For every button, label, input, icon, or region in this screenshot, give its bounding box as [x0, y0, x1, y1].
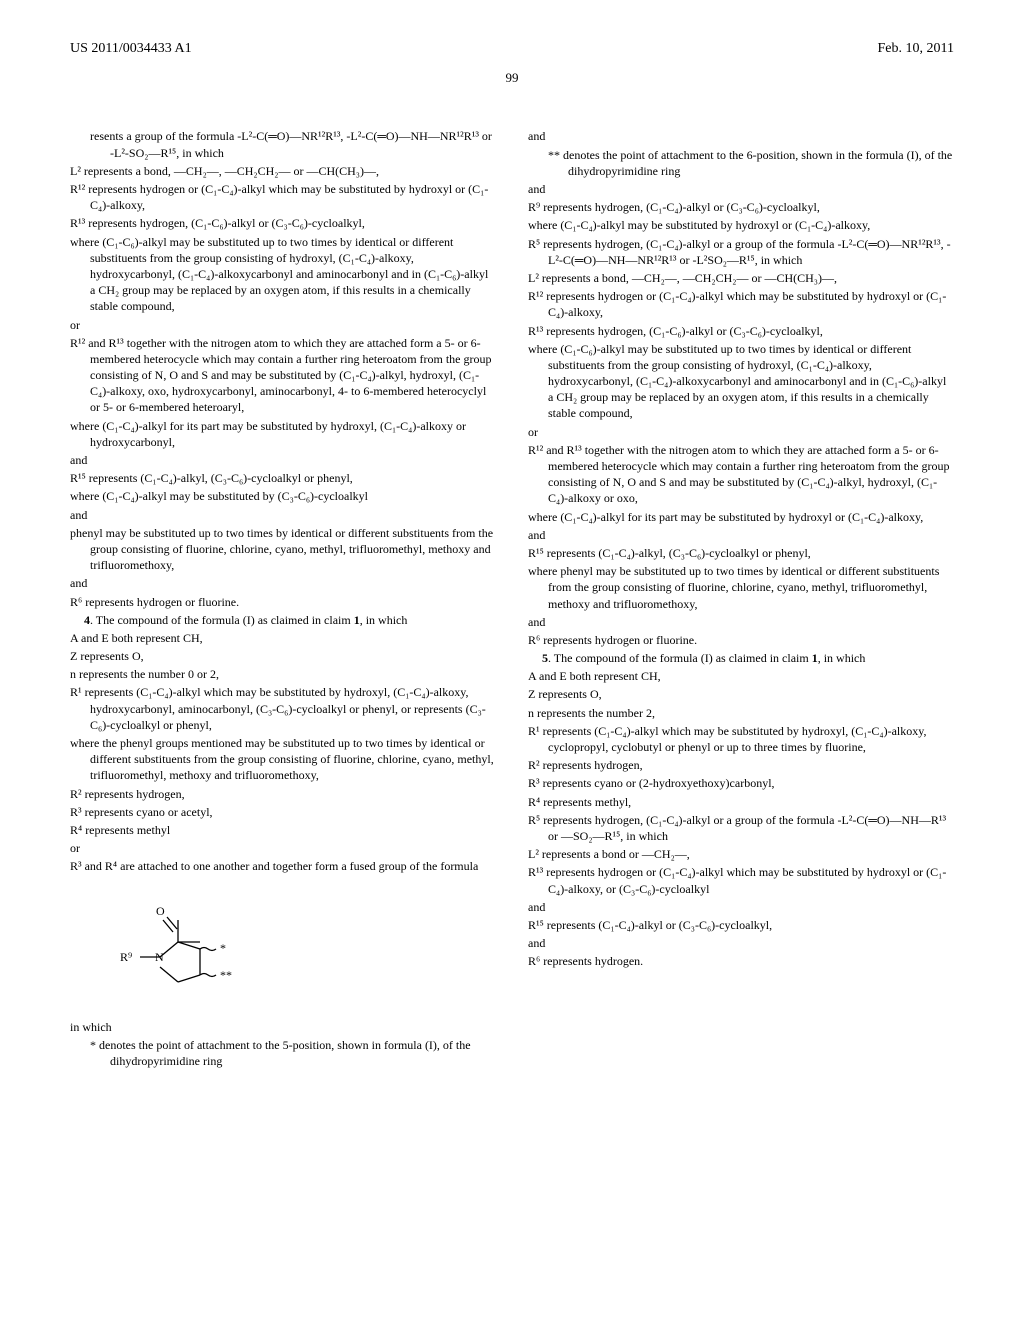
claim-text: R¹³ represents hydrogen, (C₁-C₆)-alkyl o… [70, 215, 496, 231]
claim-text: * denotes the point of attachment to the… [70, 1037, 496, 1069]
claim-text: L² represents a bond, —CH₂—, —CH₂CH₂— or… [528, 270, 954, 286]
claim-text: ** denotes the point of attachment to th… [528, 147, 954, 179]
claim-text: where (C₁-C₄)-alkyl for its part may be … [528, 509, 954, 525]
page-number: 99 [70, 69, 954, 87]
claim-text: R² represents hydrogen, [70, 786, 496, 802]
claim-text: R¹⁵ represents (C₁-C₄)-alkyl, (C₃-C₆)-cy… [70, 470, 496, 486]
structure-label-o: O [156, 904, 165, 918]
claim-text: and [528, 614, 954, 630]
claim-text: A and E both represent CH, [70, 630, 496, 646]
claim-text: R¹ represents (C₁-C₄)-alkyl which may be… [70, 684, 496, 733]
content-columns: resents a group of the formula -L²-C(═O)… [70, 126, 954, 1071]
claim-text: L² represents a bond or —CH₂—, [528, 846, 954, 862]
claim-5-heading: 5. The compound of the formula (I) as cl… [528, 650, 954, 666]
claim-text: and [528, 527, 954, 543]
claim-text: and [528, 128, 954, 144]
claim-text: where (C₁-C₄)-alkyl may be substituted b… [70, 488, 496, 504]
structure-attach-star: * [220, 941, 226, 955]
claim-text: R³ represents cyano or (2-hydroxyethoxy)… [528, 775, 954, 791]
claim-text: or [70, 840, 496, 856]
claim-text: resents a group of the formula -L²-C(═O)… [70, 128, 496, 160]
claim-text: Z represents O, [528, 686, 954, 702]
structure-label-r9: R⁹ [120, 950, 132, 964]
claim-text: A and E both represent CH, [528, 668, 954, 684]
claim-text: n represents the number 0 or 2, [70, 666, 496, 682]
claim-text: R¹³ represents hydrogen, (C₁-C₆)-alkyl o… [528, 323, 954, 339]
claim-text: L² represents a bond, —CH₂—, —CH₂CH₂— or… [70, 163, 496, 179]
claim-text: where (C₁-C₆)-alkyl may be substituted u… [70, 234, 496, 315]
chemical-structure-diagram: R⁹ N O * ** [100, 887, 260, 1007]
claim-text: R³ and R⁴ are attached to one another an… [70, 858, 496, 874]
claim-text: R³ represents cyano or acetyl, [70, 804, 496, 820]
claim-text: where (C₁-C₄)-alkyl may be substituted b… [528, 217, 954, 233]
claim-text: . The compound of the formula (I) as cla… [90, 613, 354, 627]
page-header: US 2011/0034433 A1 Feb. 10, 2011 [70, 40, 954, 59]
claim-text: in which [70, 1019, 496, 1035]
claim-text: and [528, 899, 954, 915]
claim-text: R⁶ represents hydrogen. [528, 953, 954, 969]
claim-text: , in which [360, 613, 408, 627]
claim-text: R¹² and R¹³ together with the nitrogen a… [528, 442, 954, 507]
claim-text: and [528, 935, 954, 951]
page: US 2011/0034433 A1 Feb. 10, 2011 99 rese… [0, 0, 1024, 1111]
claim-text: . The compound of the formula (I) as cla… [548, 651, 812, 665]
claim-text: Z represents O, [70, 648, 496, 664]
claim-text: R¹² and R¹³ together with the nitrogen a… [70, 335, 496, 416]
claim-text: R⁴ represents methyl, [528, 794, 954, 810]
header-right: Feb. 10, 2011 [878, 40, 954, 59]
claim-text: R⁵ represents hydrogen, (C₁-C₄)-alkyl or… [528, 812, 954, 844]
claim-text: where (C₁-C₆)-alkyl may be substituted u… [528, 341, 954, 422]
claim-text: R⁶ represents hydrogen or fluorine. [528, 632, 954, 648]
header-left: US 2011/0034433 A1 [70, 40, 192, 59]
claim-text: R¹² represents hydrogen or (C₁-C₄)-alkyl… [528, 288, 954, 320]
structure-label-n: N [155, 950, 164, 964]
claim-text: R⁵ represents hydrogen, (C₁-C₄)-alkyl or… [528, 236, 954, 268]
claim-text: R¹³ represents hydrogen or (C₁-C₄)-alkyl… [528, 864, 954, 896]
claim-text: where phenyl may be substituted up to tw… [528, 563, 954, 612]
claim-text: and [70, 575, 496, 591]
claim-text: , in which [818, 651, 866, 665]
claim-text: R¹⁵ represents (C₁-C₄)-alkyl, (C₃-C₆)-cy… [528, 545, 954, 561]
claim-text: R² represents hydrogen, [528, 757, 954, 773]
structure-attach-dstar: ** [220, 968, 232, 982]
claim-text: phenyl may be substituted up to two time… [70, 525, 496, 574]
left-column: resents a group of the formula -L²-C(═O)… [70, 126, 496, 1071]
claim-text: and [70, 507, 496, 523]
right-column: and ** denotes the point of attachment t… [528, 126, 954, 1071]
claim-text: and [528, 181, 954, 197]
claim-text: where the phenyl groups mentioned may be… [70, 735, 496, 784]
claim-text: R¹⁵ represents (C₁-C₄)-alkyl or (C₃-C₆)-… [528, 917, 954, 933]
claim-text: R⁴ represents methyl [70, 822, 496, 838]
claim-text: where (C₁-C₄)-alkyl for its part may be … [70, 418, 496, 450]
claim-text: and [70, 452, 496, 468]
claim-text: n represents the number 2, [528, 705, 954, 721]
claim-text: R¹ represents (C₁-C₄)-alkyl which may be… [528, 723, 954, 755]
claim-text: R⁹ represents hydrogen, (C₁-C₄)-alkyl or… [528, 199, 954, 215]
claim-text: R¹² represents hydrogen or (C₁-C₄)-alkyl… [70, 181, 496, 213]
claim-text: or [70, 317, 496, 333]
claim-4-heading: 4. The compound of the formula (I) as cl… [70, 612, 496, 628]
claim-text: R⁶ represents hydrogen or fluorine. [70, 594, 496, 610]
claim-text: or [528, 424, 954, 440]
